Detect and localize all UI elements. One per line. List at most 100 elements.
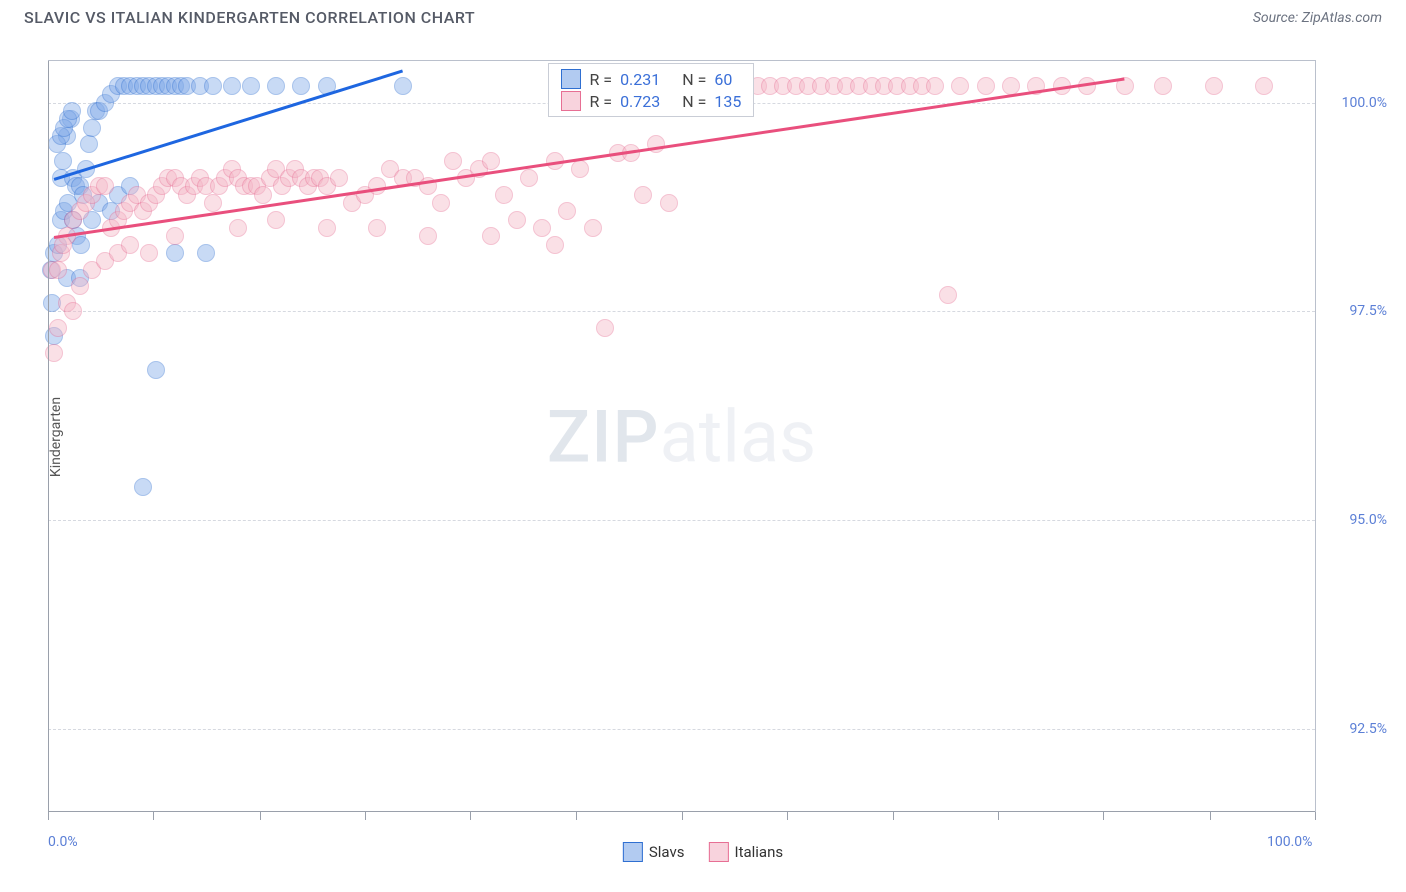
series-legend: Slavs Italians bbox=[623, 842, 783, 862]
data-point-slavs bbox=[242, 77, 260, 95]
legend-r-value-slavs: 0.231 bbox=[620, 70, 660, 89]
data-point-italians bbox=[571, 160, 589, 178]
gridline bbox=[48, 729, 1315, 730]
data-point-italians bbox=[254, 186, 272, 204]
data-point-italians bbox=[140, 244, 158, 262]
x-tick bbox=[470, 812, 471, 820]
x-tick-label: 0.0% bbox=[48, 834, 78, 850]
legend-swatch-slavs bbox=[561, 69, 581, 89]
data-point-italians bbox=[96, 177, 114, 195]
x-tick bbox=[787, 812, 788, 820]
legend-r-label: R = bbox=[589, 92, 612, 111]
data-point-italians bbox=[660, 194, 678, 212]
source-prefix: Source: bbox=[1253, 10, 1302, 26]
x-tick bbox=[682, 812, 683, 820]
x-tick bbox=[1210, 812, 1211, 820]
data-point-slavs bbox=[134, 478, 152, 496]
chart-title: SLAVIC VS ITALIAN KINDERGARTEN CORRELATI… bbox=[24, 8, 475, 27]
legend-swatch-italians bbox=[708, 842, 728, 862]
data-point-slavs bbox=[83, 119, 101, 137]
legend-row-slavs: R = 0.231 N = 60 bbox=[561, 68, 741, 90]
data-point-italians bbox=[121, 236, 139, 254]
legend-n-label: N = bbox=[682, 92, 706, 111]
data-point-italians bbox=[432, 194, 450, 212]
data-point-italians bbox=[368, 219, 386, 237]
x-tick bbox=[998, 812, 999, 820]
data-point-italians bbox=[596, 319, 614, 337]
data-point-slavs bbox=[394, 77, 412, 95]
data-point-italians bbox=[584, 219, 602, 237]
legend-n-value-italians: 135 bbox=[714, 92, 741, 111]
data-point-italians bbox=[1205, 77, 1223, 95]
x-tick bbox=[153, 812, 154, 820]
legend-r-value-italians: 0.723 bbox=[620, 92, 660, 111]
legend-r-label: R = bbox=[589, 70, 612, 89]
y-axis bbox=[48, 61, 49, 812]
data-point-italians bbox=[520, 169, 538, 187]
data-point-italians bbox=[482, 227, 500, 245]
scatter-chart: Kindergarten ZIPatlas R =0.231N =60R =0.… bbox=[48, 60, 1316, 812]
data-point-slavs bbox=[147, 361, 165, 379]
data-point-italians bbox=[1154, 77, 1172, 95]
x-tick bbox=[365, 812, 366, 820]
data-point-italians bbox=[229, 219, 247, 237]
data-point-italians bbox=[64, 302, 82, 320]
data-point-italians bbox=[977, 77, 995, 95]
legend-n-label: N = bbox=[682, 70, 706, 89]
data-point-italians bbox=[419, 227, 437, 245]
data-point-italians bbox=[939, 286, 957, 304]
data-point-italians bbox=[634, 186, 652, 204]
data-point-slavs bbox=[80, 135, 98, 153]
legend-item-slavs[interactable]: Slavs bbox=[623, 842, 685, 862]
x-tick bbox=[48, 812, 49, 820]
data-point-slavs bbox=[197, 244, 215, 262]
data-point-slavs bbox=[223, 77, 241, 95]
data-point-italians bbox=[444, 152, 462, 170]
data-point-italians bbox=[926, 77, 944, 95]
correlation-legend: R = 0.231 N = 60 R = 0.723 N = 135 bbox=[548, 63, 754, 117]
y-tick-label: 97.5% bbox=[1349, 303, 1387, 319]
legend-row-italians: R = 0.723 N = 135 bbox=[561, 90, 741, 112]
legend-label-italians: Italians bbox=[734, 843, 783, 861]
data-point-italians bbox=[951, 77, 969, 95]
y-tick-label: 95.0% bbox=[1349, 512, 1387, 528]
y-tick-label: 100.0% bbox=[1342, 95, 1387, 111]
data-point-slavs bbox=[292, 77, 310, 95]
data-point-italians bbox=[508, 211, 526, 229]
chart-header: SLAVIC VS ITALIAN KINDERGARTEN CORRELATI… bbox=[0, 0, 1406, 31]
data-point-italians bbox=[318, 219, 336, 237]
x-tick-label: 100.0% bbox=[1267, 834, 1312, 850]
data-point-slavs bbox=[204, 77, 222, 95]
data-point-italians bbox=[54, 236, 72, 254]
plot-area bbox=[48, 61, 1315, 812]
data-point-italians bbox=[71, 277, 89, 295]
y-tick-label: 92.5% bbox=[1349, 721, 1387, 737]
data-point-slavs bbox=[54, 152, 72, 170]
data-point-italians bbox=[533, 219, 551, 237]
x-tick bbox=[260, 812, 261, 820]
data-point-italians bbox=[330, 169, 348, 187]
x-tick bbox=[1315, 812, 1316, 820]
legend-swatch-slavs bbox=[623, 842, 643, 862]
x-tick bbox=[1103, 812, 1104, 820]
legend-n-value-slavs: 60 bbox=[714, 70, 732, 89]
data-point-italians bbox=[546, 236, 564, 254]
data-point-italians bbox=[647, 135, 665, 153]
gridline bbox=[48, 311, 1315, 312]
source-link[interactable]: ZipAtlas.com bbox=[1302, 10, 1382, 26]
data-point-italians bbox=[482, 152, 500, 170]
legend-label-slavs: Slavs bbox=[649, 843, 685, 861]
data-point-slavs bbox=[267, 77, 285, 95]
x-tick bbox=[893, 812, 894, 820]
data-point-italians bbox=[166, 227, 184, 245]
data-point-italians bbox=[267, 211, 285, 229]
data-point-slavs bbox=[166, 244, 184, 262]
data-point-italians bbox=[495, 186, 513, 204]
data-point-italians bbox=[558, 202, 576, 220]
chart-source: Source: ZipAtlas.com bbox=[1253, 10, 1382, 26]
legend-item-italians[interactable]: Italians bbox=[708, 842, 783, 862]
x-tick bbox=[576, 812, 577, 820]
data-point-italians bbox=[49, 319, 67, 337]
legend-swatch-italians bbox=[561, 91, 581, 111]
gridline bbox=[48, 520, 1315, 521]
